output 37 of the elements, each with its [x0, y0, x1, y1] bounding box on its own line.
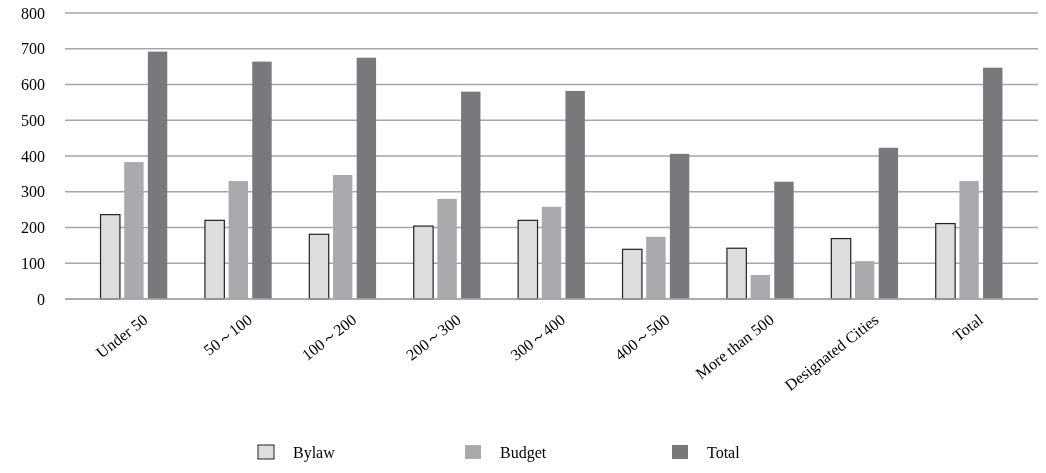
- bar: [878, 147, 899, 299]
- y-tick-label: 500: [21, 111, 45, 129]
- x-tick-label: Total: [949, 310, 987, 345]
- y-tick-label: 400: [21, 147, 45, 165]
- bar: [461, 91, 481, 299]
- x-tick-label: 100～200: [298, 310, 360, 364]
- bar: [774, 181, 794, 299]
- y-tick-label: 0: [37, 290, 45, 308]
- bar: [726, 247, 747, 300]
- y-tick-label: 300: [21, 183, 45, 201]
- bar: [252, 61, 272, 299]
- bar: [413, 225, 434, 300]
- bar: [99, 214, 121, 300]
- y-tick-label: 100: [21, 254, 45, 272]
- bar: [356, 57, 377, 299]
- x-tick-label: More than 500: [692, 310, 778, 383]
- y-tick-label: 600: [21, 76, 45, 94]
- bar: [147, 51, 168, 299]
- legend-label: Budget: [500, 443, 547, 462]
- legend-label: Bylaw: [293, 443, 336, 462]
- y-tick-label: 800: [21, 4, 45, 22]
- bar: [621, 248, 643, 300]
- y-tick-label: 700: [21, 40, 45, 58]
- bar: [935, 222, 956, 300]
- bar: [830, 237, 852, 300]
- bar: [204, 219, 225, 300]
- legend-label: Total: [707, 443, 741, 461]
- bar: [308, 233, 330, 300]
- x-tick-label: 50～100: [200, 310, 256, 359]
- bar: [983, 67, 1003, 299]
- x-tick-label: 300～400: [507, 310, 569, 364]
- x-tick-label: 200～300: [402, 310, 464, 364]
- x-tick-label: 400～500: [611, 310, 673, 364]
- bar: [565, 90, 585, 299]
- bar: [669, 153, 690, 299]
- bar: [517, 219, 539, 300]
- y-tick-label: 200: [21, 219, 45, 237]
